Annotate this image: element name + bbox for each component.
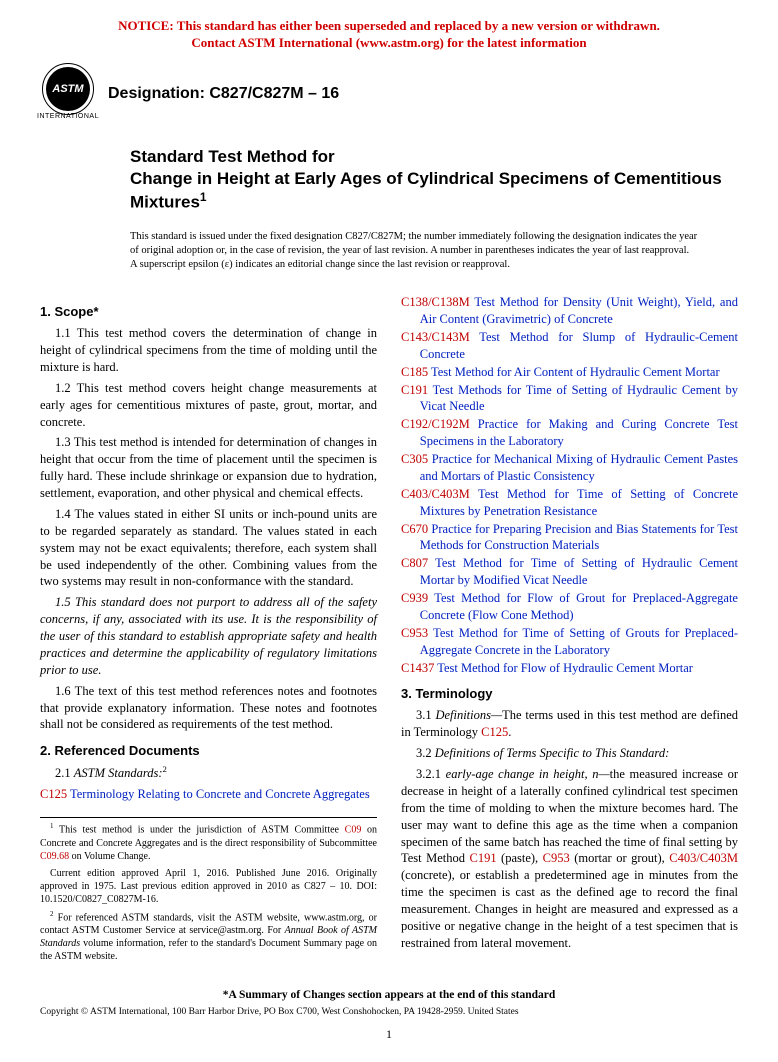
footnotes: 1 This test method is under the jurisdic… xyxy=(40,817,377,963)
t31-pre: 3.1 xyxy=(416,708,435,722)
summary-note: *A Summary of Changes section appears at… xyxy=(40,989,738,1001)
t31-end: . xyxy=(508,725,511,739)
t321-c2[interactable]: C953 xyxy=(543,851,570,865)
scope-1-2: 1.2 This test method covers height chang… xyxy=(40,380,377,431)
ref-text[interactable]: Test Method for Flow of Hydraulic Cement… xyxy=(434,661,693,675)
ref-code[interactable]: C807 xyxy=(401,556,428,570)
fn1-code1[interactable]: C09 xyxy=(345,825,362,836)
t321-term: early-age change in height, n— xyxy=(446,767,610,781)
t321-c: (mortar or grout), xyxy=(570,851,669,865)
ref-item: C125 Terminology Relating to Concrete an… xyxy=(40,786,377,803)
fn1-code2[interactable]: C09.68 xyxy=(40,851,69,862)
fn1-c: on Volume Change. xyxy=(69,851,150,862)
title-block: Standard Test Method for Change in Heigh… xyxy=(130,146,738,214)
astm-logo-abbr: ASTM xyxy=(52,83,83,95)
astm-logo: ASTM INTERNATIONAL xyxy=(40,66,96,122)
notice-banner: NOTICE: This standard has either been su… xyxy=(40,18,738,52)
t321-pre: 3.2.1 xyxy=(416,767,446,781)
fn2-b: volume information, refer to the standar… xyxy=(40,938,377,962)
t321-c1[interactable]: C191 xyxy=(469,851,496,865)
refdocs-head: 2. Referenced Documents xyxy=(40,743,377,758)
ref-text[interactable]: Terminology Relating to Concrete and Con… xyxy=(67,787,370,801)
scope-1-5: 1.5 This standard does not purport to ad… xyxy=(40,594,377,678)
designation: Designation: C827/C827M – 16 xyxy=(108,85,339,103)
ref-code[interactable]: C192/C192M xyxy=(401,417,470,431)
ref-item: C143/C143M Test Method for Slump of Hydr… xyxy=(401,329,738,363)
term-3-1: 3.1 Definitions—The terms used in this t… xyxy=(401,707,738,741)
title-main-text: Change in Height at Early Ages of Cylind… xyxy=(130,169,722,212)
t31-it: Definitions— xyxy=(435,708,502,722)
ref-code[interactable]: C185 xyxy=(401,365,428,379)
term-3-2-1: 3.2.1 early-age change in height, n—the … xyxy=(401,766,738,952)
title-pre: Standard Test Method for xyxy=(130,146,738,168)
scope-1-6: 1.6 The text of this test method referen… xyxy=(40,683,377,734)
ref-code[interactable]: C1437 xyxy=(401,661,434,675)
ref-item: C1437 Test Method for Flow of Hydraulic … xyxy=(401,660,738,677)
footnote-1b: Current edition approved April 1, 2016. … xyxy=(40,867,377,906)
ref-code[interactable]: C305 xyxy=(401,452,428,466)
scope-head: 1. Scope* xyxy=(40,304,377,319)
title-sup: 1 xyxy=(200,190,207,204)
term-3-2: 3.2 Definitions of Terms Specific to Thi… xyxy=(401,745,738,762)
ref-code[interactable]: C670 xyxy=(401,522,428,536)
ref-item: C403/C403M Test Method for Time of Setti… xyxy=(401,486,738,520)
notice-line-1: NOTICE: This standard has either been su… xyxy=(118,18,660,33)
footnote-1: 1 This test method is under the jurisdic… xyxy=(40,822,377,862)
refdocs-sub: 2.1 ASTM Standards:2 xyxy=(40,764,377,782)
scope-1-1: 1.1 This test method covers the determin… xyxy=(40,325,377,376)
ref-item: C939 Test Method for Flow of Grout for P… xyxy=(401,590,738,624)
footnote-2: 2 For referenced ASTM standards, visit t… xyxy=(40,910,377,963)
ref-code[interactable]: C138/C138M xyxy=(401,295,470,309)
t32-pre: 3.2 xyxy=(416,746,435,760)
header-row: ASTM INTERNATIONAL Designation: C827/C82… xyxy=(40,66,738,122)
ref-text[interactable]: Test Method for Flow of Grout for Prepla… xyxy=(420,591,738,622)
ref-code[interactable]: C953 xyxy=(401,626,428,640)
ref-text[interactable]: Test Methods for Time of Setting of Hydr… xyxy=(420,383,738,414)
ref-item: C185 Test Method for Air Content of Hydr… xyxy=(401,364,738,381)
t321-d: (concrete), or establish a predetermined… xyxy=(401,868,738,950)
ref-code[interactable]: C191 xyxy=(401,383,428,397)
ref-code[interactable]: C125 xyxy=(40,787,67,801)
t321-c3[interactable]: C403/C403M xyxy=(669,851,738,865)
ref-text[interactable]: Practice for Preparing Precision and Bia… xyxy=(420,522,738,553)
ref-code[interactable]: C143/C143M xyxy=(401,330,470,344)
notice-line-2: Contact ASTM International (www.astm.org… xyxy=(191,35,586,50)
fn1-a: This test method is under the jurisdicti… xyxy=(54,825,345,836)
ref-item: C305 Practice for Mechanical Mixing of H… xyxy=(401,451,738,485)
t32-it: Definitions of Terms Specific to This St… xyxy=(435,746,670,760)
scope-1-4: 1.4 The values stated in either SI units… xyxy=(40,506,377,590)
astm-logo-circle: ASTM xyxy=(46,67,90,111)
refdocs-sub-num: 2.1 xyxy=(55,767,74,781)
t321-b: (paste), xyxy=(497,851,543,865)
right-column: C138/C138M Test Method for Density (Unit… xyxy=(401,294,738,967)
ref-text[interactable]: Test Method for Time of Setting of Hydra… xyxy=(420,556,738,587)
issue-note: This standard is issued under the fixed … xyxy=(130,230,738,273)
ref-code[interactable]: C403/C403M xyxy=(401,487,470,501)
left-column: 1. Scope* 1.1 This test method covers th… xyxy=(40,294,377,967)
ref-item: C191 Test Methods for Time of Setting of… xyxy=(401,382,738,416)
ref-item: C138/C138M Test Method for Density (Unit… xyxy=(401,294,738,328)
ref-text[interactable]: Test Method for Time of Setting of Grout… xyxy=(420,626,738,657)
ref-code[interactable]: C939 xyxy=(401,591,428,605)
refs-left: C125 Terminology Relating to Concrete an… xyxy=(40,786,377,803)
ref-item: C807 Test Method for Time of Setting of … xyxy=(401,555,738,589)
ref-item: C953 Test Method for Time of Setting of … xyxy=(401,625,738,659)
refdocs-sub-italic: ASTM Standards: xyxy=(74,767,163,781)
ref-text[interactable]: Practice for Mechanical Mixing of Hydrau… xyxy=(420,452,738,483)
t31-code[interactable]: C125 xyxy=(481,725,508,739)
ref-item: C192/C192M Practice for Making and Curin… xyxy=(401,416,738,450)
refs-right: C138/C138M Test Method for Density (Unit… xyxy=(401,294,738,676)
copyright: Copyright © ASTM International, 100 Barr… xyxy=(40,1007,738,1017)
title-main: Change in Height at Early Ages of Cylind… xyxy=(130,168,738,214)
scope-1-3: 1.3 This test method is intended for det… xyxy=(40,434,377,502)
refdocs-sub-sup: 2 xyxy=(163,764,167,774)
page-number: 1 xyxy=(40,1027,738,1042)
terminology-head: 3. Terminology xyxy=(401,686,738,701)
page: NOTICE: This standard has either been su… xyxy=(0,0,778,1062)
ref-text[interactable]: Test Method for Air Content of Hydraulic… xyxy=(428,365,720,379)
ref-item: C670 Practice for Preparing Precision an… xyxy=(401,521,738,555)
columns: 1. Scope* 1.1 This test method covers th… xyxy=(40,294,738,967)
